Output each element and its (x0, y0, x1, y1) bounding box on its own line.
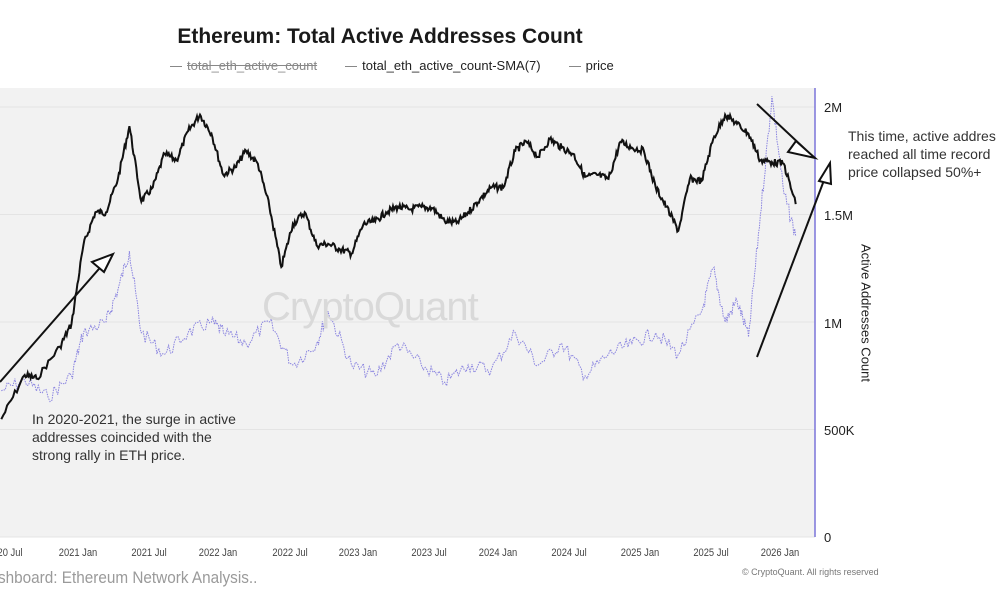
arrow-top-head (786, 139, 819, 160)
x-tick: 2026 Jan (760, 547, 800, 559)
x-tick: 20 Jul (0, 547, 23, 559)
legend-item-sma[interactable]: total_eth_active_count-SMA(7) (345, 58, 541, 73)
legend-item-active-count[interactable]: total_eth_active_count (170, 58, 317, 73)
x-tick: 2024 Jan (478, 547, 518, 559)
x-tick: 2021 Jan (58, 547, 98, 559)
x-tick: 2022 Jan (198, 547, 238, 559)
arrow-right (756, 174, 827, 358)
sma-line (1, 96, 797, 403)
footer-text: shboard: Ethereum Network Analysis.. (0, 568, 258, 587)
y-tick: 1M (824, 316, 843, 331)
arrow-left (0, 261, 106, 383)
arrow-right-head (817, 159, 833, 186)
chart-title: Ethereum: Total Active Addresses Count (177, 25, 583, 48)
y-axis-label: Active Addresses Count (858, 243, 874, 383)
legend: total_eth_active_count total_eth_active_… (170, 58, 614, 73)
x-tick: 2021 Jul (131, 547, 167, 559)
y-tick: 2M (824, 100, 843, 115)
price-line (0, 111, 797, 420)
copyright: © CryptoQuant. All rights reserved (742, 567, 879, 577)
x-tick: 2023 Jan (338, 547, 378, 559)
annotation-right: This time, active addres reached all time… (848, 128, 996, 180)
y-tick: 1.5M (824, 208, 853, 223)
x-tick: 2025 Jul (693, 547, 729, 559)
x-tick: 2023 Jul (411, 547, 447, 559)
annotation-left: In 2020-2021, the surge in active address… (32, 411, 236, 463)
y-tick: 500K (824, 423, 855, 438)
annotation-arrows (0, 103, 833, 383)
x-tick: 2024 Jul (551, 547, 587, 559)
x-tick: 2022 Jul (272, 547, 308, 559)
x-tick: 2025 Jan (620, 547, 660, 559)
legend-item-price[interactable]: price (568, 58, 614, 73)
y-tick: 0 (824, 530, 832, 545)
arrow-left-head (90, 252, 116, 274)
watermark: CryptoQuant (262, 285, 479, 329)
